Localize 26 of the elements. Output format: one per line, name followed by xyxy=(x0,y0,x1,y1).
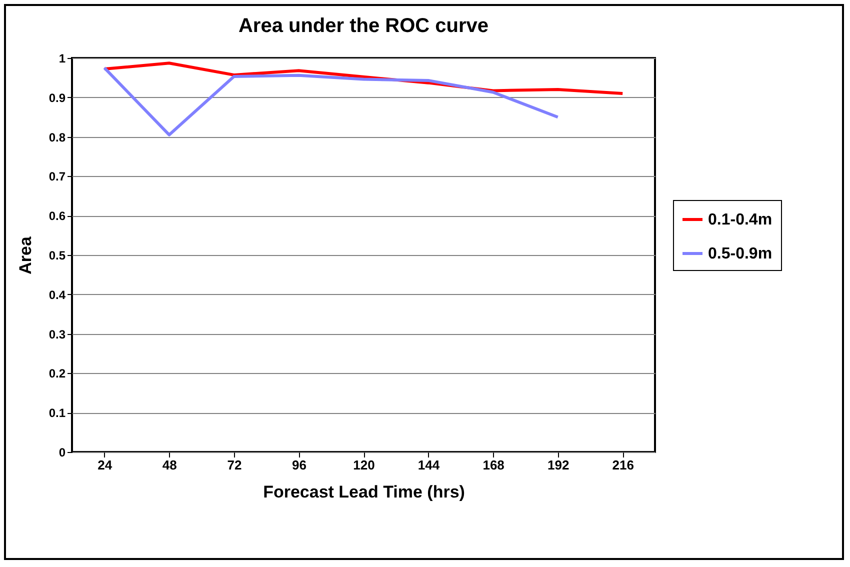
line-series xyxy=(102,66,560,136)
y-tick-label: 0.9 xyxy=(48,90,66,105)
y-axis-title: Area xyxy=(16,236,35,274)
y-tick-label: 0.4 xyxy=(48,288,66,302)
y-tick-label: 0.6 xyxy=(48,209,66,224)
x-tick-label: 120 xyxy=(353,458,375,472)
chart-title: Area under the ROC curve xyxy=(238,15,489,37)
y-tick-label: 0.5 xyxy=(48,248,66,262)
y-tick-label: 0.8 xyxy=(48,130,66,144)
legend-label: 0.1-0.4m xyxy=(708,212,772,228)
x-tick-label: 168 xyxy=(482,458,504,472)
y-tick-label: 0.1 xyxy=(48,406,66,420)
y-tick-label: 0.7 xyxy=(48,170,66,184)
y-tick-label: 0.2 xyxy=(48,366,66,381)
x-tick-label: 192 xyxy=(547,458,570,472)
y-tick-label: 0.3 xyxy=(48,327,66,342)
x-tick-label: 144 xyxy=(418,458,440,472)
x-tick-label: 48 xyxy=(162,458,177,472)
x-axis-title: Forecast Lead Time (hrs) xyxy=(263,482,465,502)
x-tick-label: 24 xyxy=(98,458,113,472)
x-tick-label: 216 xyxy=(612,458,634,472)
y-tick-label: 1 xyxy=(58,52,66,66)
legend-label: 0.5-0.9m xyxy=(708,246,772,262)
x-tick-label: 96 xyxy=(292,458,306,472)
x-tick-label: 72 xyxy=(227,458,242,472)
y-tick-label: 0 xyxy=(58,446,66,460)
